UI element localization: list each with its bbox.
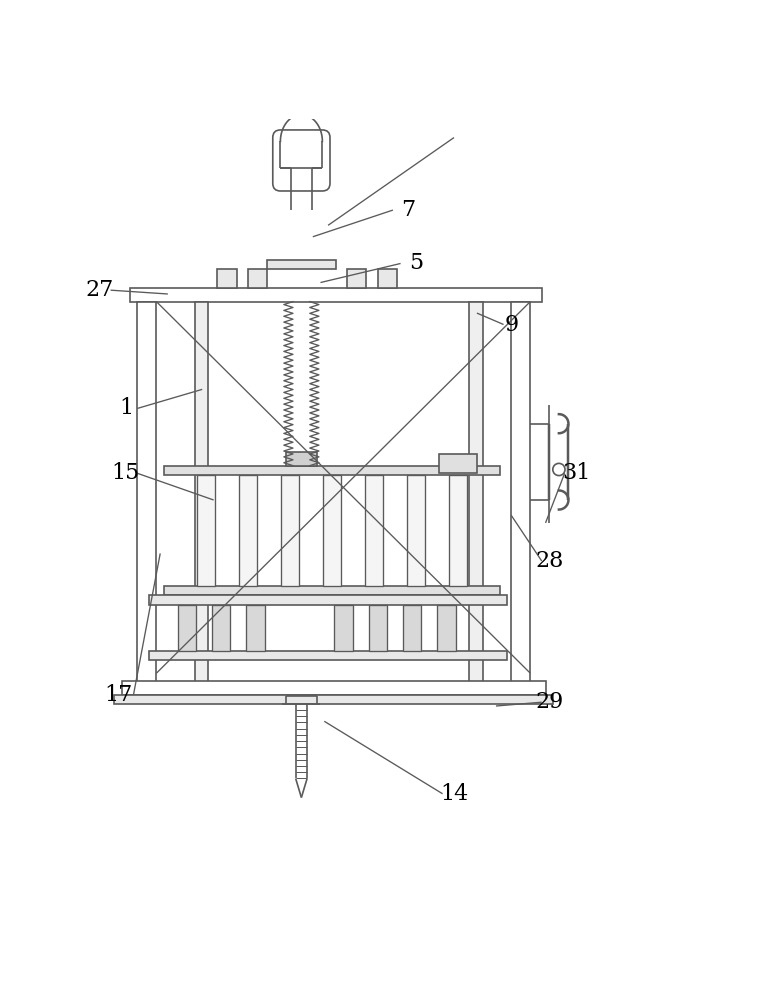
Bar	[407, 475, 425, 586]
Bar	[122, 681, 546, 695]
Bar	[439, 454, 477, 473]
Text: 28: 28	[535, 550, 564, 572]
Bar	[365, 475, 383, 586]
Bar	[403, 605, 421, 651]
Bar	[248, 269, 267, 288]
Text: 17: 17	[104, 684, 133, 706]
Text: 31: 31	[562, 462, 591, 484]
Text: 29: 29	[535, 691, 564, 713]
Bar	[267, 260, 336, 269]
Bar	[281, 475, 299, 586]
FancyBboxPatch shape	[273, 130, 330, 191]
Text: 27: 27	[85, 279, 114, 301]
Bar	[449, 475, 467, 586]
Bar	[149, 651, 507, 660]
Bar	[334, 605, 353, 651]
Bar	[469, 302, 482, 695]
Bar	[239, 475, 257, 586]
Bar	[178, 605, 196, 651]
Text: 7: 7	[401, 199, 415, 221]
Bar	[323, 475, 341, 586]
Bar	[217, 269, 237, 288]
Bar	[286, 452, 317, 466]
Bar	[378, 269, 397, 288]
Text: 5: 5	[409, 252, 423, 274]
Bar	[511, 302, 530, 695]
Text: 1: 1	[119, 397, 133, 419]
Bar	[369, 605, 387, 651]
Bar	[130, 288, 542, 302]
Bar	[195, 302, 208, 695]
Text: 15: 15	[111, 462, 140, 484]
Bar	[164, 586, 500, 595]
Bar	[437, 605, 456, 651]
Bar	[149, 595, 507, 605]
Bar	[164, 466, 500, 475]
Bar	[197, 475, 215, 586]
Text: 9: 9	[504, 314, 518, 336]
Bar	[114, 695, 553, 704]
Bar	[246, 605, 265, 651]
Bar	[212, 605, 230, 651]
Bar	[347, 269, 366, 288]
Bar	[137, 302, 156, 695]
Text: 14: 14	[439, 783, 468, 805]
